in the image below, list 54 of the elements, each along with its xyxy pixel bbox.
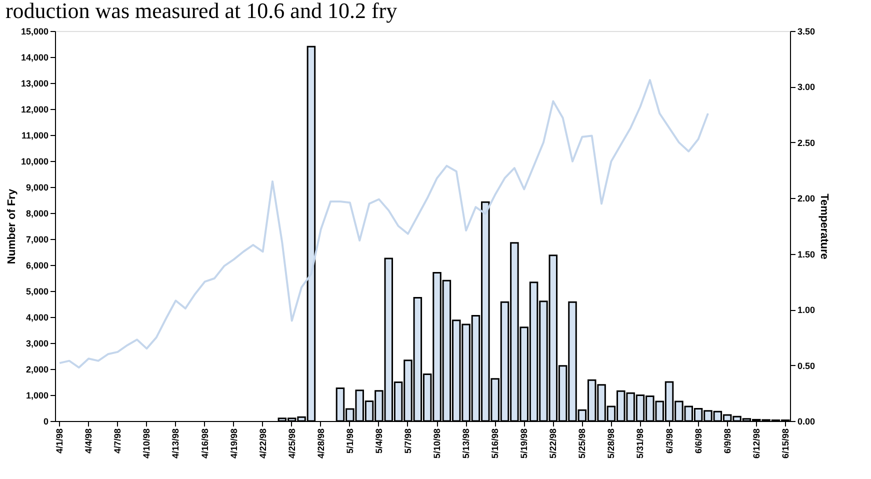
x-tick-label: 6/15/98 [780,428,790,459]
x-tick-label: 4/7/98 [112,428,123,454]
x-tick-label: 4/16/98 [200,428,210,459]
x-tick-label: 5/1/98 [344,428,355,454]
y2-tick-label: 0.00 [798,416,816,426]
y-tick-label: 15,000 [20,26,48,36]
x-tick-label: 5/13/98 [461,428,472,459]
y-tick-label: 14,000 [20,52,48,62]
x-tick-label: 4/28/98 [316,428,326,459]
y-tick-label: 12,000 [20,104,48,114]
x-tick-label: 6/9/98 [722,428,732,454]
x-tick-label: 5/22/98 [548,428,558,459]
y-tick-label: 2,000 [26,364,48,374]
y-axis-title: Number of Fry [6,188,18,264]
y-tick-label: 13,000 [20,78,48,88]
x-tick-label: 6/6/98 [693,428,704,454]
y-tick-label: 7,000 [26,234,48,244]
y-tick-label: 1,000 [26,390,48,400]
x-tick-label: 4/1/98 [54,428,65,454]
y2-tick-label: 0.50 [798,360,816,371]
y-tick-label: 4,000 [26,312,48,322]
y2-tick-label: 1.50 [798,249,816,260]
text: roduction was measured at 10.6 and 10.2 fry [5,0,398,23]
x-tick-label: 5/7/98 [402,428,413,454]
y-tick-label: 11,000 [21,130,48,140]
x-tick-label: 5/16/98 [490,428,500,459]
x-tick-label: 6/3/98 [664,428,674,454]
y2-tick-label: 2.50 [798,138,816,148]
y-tick-label: 5,000 [26,286,48,296]
y-tick-label: 10,000 [20,156,48,166]
x-tick-label: 5/4/98 [374,428,384,454]
y-tick-label: 3,000 [26,338,48,348]
y2-tick-label: 3.00 [798,82,816,92]
x-tick-label: 6/12/98 [751,428,762,459]
x-tick-label: 5/19/98 [519,428,530,459]
x-tick-label: 5/10/98 [432,428,442,459]
line-series [58,79,709,369]
y-tick-label: 8,000 [26,208,48,218]
y-tick-label: 0 [43,416,48,426]
y-tick-label: 9,000 [26,182,48,192]
x-tick-label: 4/4/98 [84,428,94,454]
y2-tick-label: 2.00 [798,194,816,204]
x-tick-label: 4/25/98 [286,428,297,459]
x-tick-label: 4/22/98 [258,428,268,459]
x-tick-label: 5/25/98 [577,428,588,459]
y2-axis-title: Temperature [818,194,830,260]
y-tick-label: 6,000 [26,260,48,270]
x-tick-label: 5/31/98 [635,428,646,459]
y2-tick-label: 1.00 [798,305,816,316]
x-tick-label: 4/10/98 [142,428,152,459]
y2-tick-label: 3.50 [798,26,816,36]
x-tick-label: 5/28/98 [606,428,616,459]
x-tick-label: 4/19/98 [228,428,239,459]
x-tick-label: 4/13/98 [170,428,181,459]
